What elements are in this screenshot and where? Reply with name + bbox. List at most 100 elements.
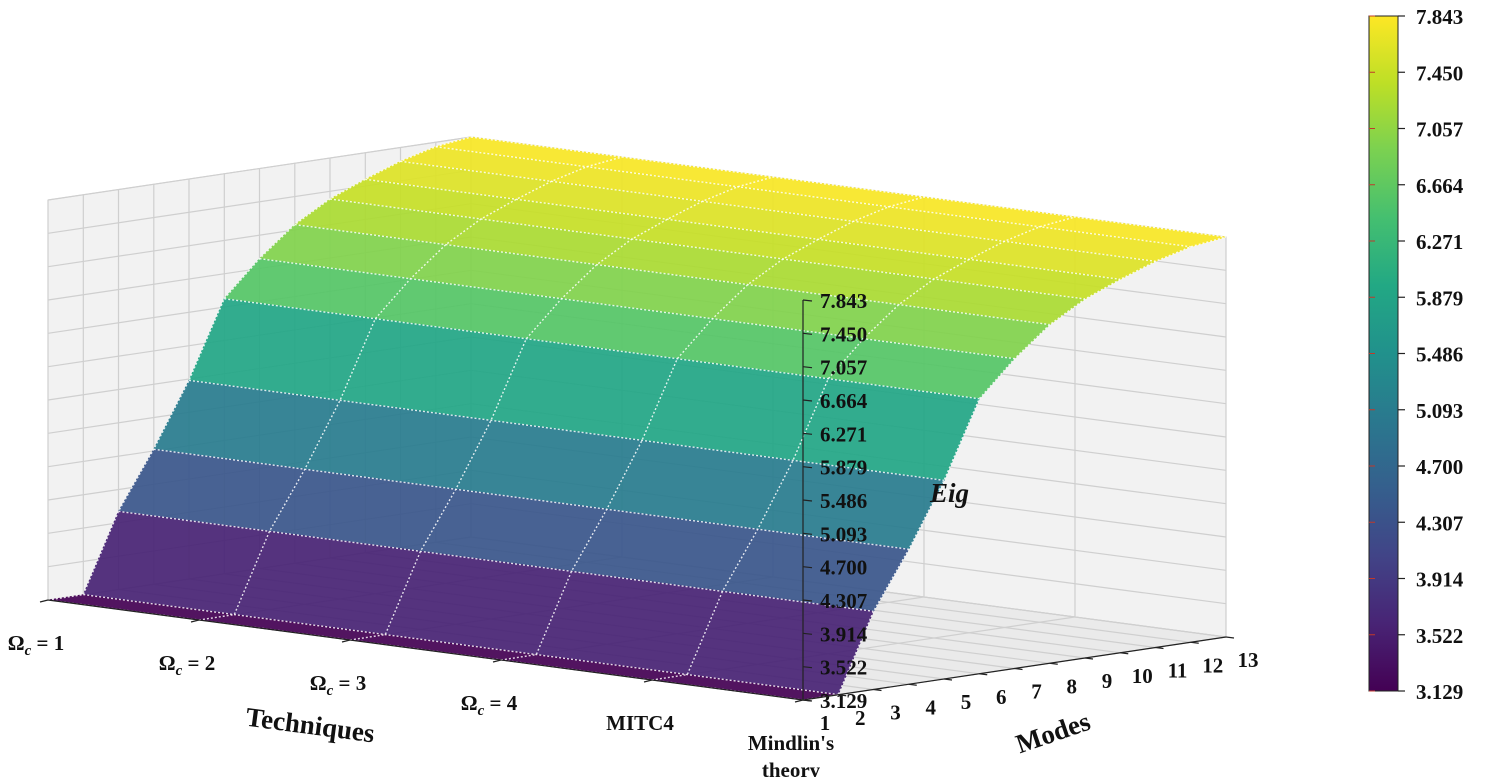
mode-tick-mark — [1225, 636, 1235, 639]
mode-tick-label: 8 — [1067, 674, 1078, 698]
surface-mode-line — [224, 298, 980, 400]
mode-tick-label: 4 — [926, 695, 937, 719]
mode-tick-mark — [1014, 667, 1023, 671]
technique-tick-mark — [341, 639, 351, 643]
colorbar-tick-label: 4.307 — [1416, 511, 1463, 535]
surface-mode-line — [153, 448, 909, 550]
surface-mode-line — [365, 178, 1121, 281]
mode-tick-label: 7 — [1031, 680, 1042, 704]
mode-tick-label: 1 — [820, 711, 831, 735]
mode-tick-mark — [908, 683, 917, 686]
technique-tick-mark — [643, 679, 653, 683]
mode-tick-label: 11 — [1168, 659, 1188, 683]
technique-tick-label: Ωc = 3 — [310, 671, 366, 699]
z-tick-label: 5.879 — [820, 456, 867, 480]
z-tick-mark — [802, 499, 813, 502]
surface-mode-line — [470, 136, 1227, 238]
colorbar-tick-label: 3.129 — [1416, 680, 1463, 704]
mode-tick-label: 9 — [1102, 669, 1113, 693]
surface-mode-line — [118, 510, 874, 613]
mode-tick-label: 12 — [1202, 653, 1223, 677]
z-tick-label: 5.486 — [820, 489, 867, 513]
mode-tick-mark — [1155, 646, 1164, 650]
technique-axis-title: Techniques — [244, 702, 376, 749]
z-tick-mark — [802, 566, 813, 569]
technique-axis-line — [47, 599, 804, 701]
z-tick-mark — [802, 666, 813, 669]
z-tick-label: 7.057 — [820, 356, 867, 380]
mode-tick-mark — [1190, 641, 1199, 644]
mode-tick-mark — [979, 673, 988, 676]
z-tick-label: 3.914 — [820, 622, 868, 646]
z-tick-mark — [802, 599, 813, 602]
z-tick-label: 4.307 — [820, 589, 867, 613]
z-tick-label: 6.664 — [820, 389, 868, 413]
technique-tick-label: Ωc = 1 — [8, 631, 64, 659]
z-tick-mark — [802, 299, 813, 302]
mode-tick-label: 10 — [1132, 664, 1153, 688]
surface-mode-line — [329, 198, 1086, 300]
z-tick-label: 7.450 — [820, 322, 867, 346]
surface-technique-line — [349, 176, 774, 641]
mode-tick-label: 6 — [996, 685, 1007, 709]
surface-mode-line — [259, 258, 1015, 360]
mode-tick-label: 2 — [855, 706, 866, 730]
colorbar-tick-label: 3.522 — [1416, 624, 1463, 648]
technique-tick-mark — [190, 619, 200, 623]
z-tick-label: 5.093 — [820, 522, 867, 546]
surface — [47, 136, 1227, 701]
technique-tick-label: Ωc = 4 — [461, 691, 518, 719]
z-tick-mark — [802, 366, 813, 369]
z-tick-mark — [802, 532, 813, 535]
mode-tick-label: 5 — [961, 690, 972, 714]
colorbar-tick-label: 7.843 — [1416, 5, 1463, 29]
mode-tick-mark — [1084, 657, 1094, 660]
colorbar-tick-label: 5.486 — [1416, 343, 1463, 367]
mode-tick-label: 3 — [890, 701, 901, 725]
surface-mode-line — [83, 593, 839, 696]
surface-mode-line — [400, 160, 1156, 263]
surface-technique-line — [198, 156, 623, 621]
z-tick-mark — [802, 466, 813, 469]
technique-tick-mark — [492, 659, 502, 663]
modes-axis-title: Modes — [1012, 706, 1094, 759]
colorbar-tick-label: 7.450 — [1416, 61, 1463, 85]
colorbar-tick-label: 6.271 — [1416, 230, 1463, 254]
z-tick-mark — [802, 632, 813, 635]
z-tick-mark — [802, 399, 813, 402]
z-tick-mark — [802, 432, 813, 435]
z-tick-label: 3.522 — [820, 656, 867, 680]
technique-tick-label: Ωc = 2 — [159, 651, 215, 679]
mode-tick-mark — [802, 699, 812, 702]
colorbar-tick-label: 4.700 — [1416, 455, 1463, 479]
colorbar-tick-label: 5.093 — [1416, 399, 1463, 423]
colorbar-tick-label: 5.879 — [1416, 286, 1463, 310]
surface-mode-line — [294, 223, 1050, 326]
surface-technique-line — [651, 216, 1076, 681]
colorbar-tick-label: 6.664 — [1416, 174, 1464, 198]
z-tick-label: 7.843 — [820, 289, 867, 313]
surface-technique-line — [802, 236, 1227, 701]
surface-mode-line — [435, 146, 1191, 248]
colorbar-tick-label: 3.914 — [1416, 568, 1464, 592]
mode-tick-mark — [1120, 652, 1129, 655]
technique-tick-mark — [794, 699, 804, 703]
surface-mode-line — [188, 379, 945, 482]
z-tick-label: 6.271 — [820, 422, 867, 446]
z-tick-label: 4.700 — [820, 556, 867, 580]
surface-technique-line — [500, 196, 925, 661]
z-tick-mark — [802, 332, 813, 335]
technique-tick-label: MITC4 — [606, 711, 674, 735]
surface-technique-line — [47, 136, 472, 601]
technique-tick-label: Mindlin's theory — [748, 731, 834, 777]
mode-tick-label: 13 — [1238, 648, 1259, 672]
technique-tick-mark — [39, 599, 49, 603]
z-tick-label: 3.129 — [820, 689, 867, 713]
mode-tick-mark — [943, 678, 953, 681]
z-axis-title: Eig — [929, 478, 969, 508]
colorbar-tick-label: 7.057 — [1416, 118, 1463, 142]
mode-tick-mark — [1049, 662, 1058, 665]
mode-tick-mark — [838, 694, 847, 697]
colorbar: 3.129 3.522 3.914 4.307 4.700 5.093 5.486 5.879… — [1368, 5, 1464, 704]
